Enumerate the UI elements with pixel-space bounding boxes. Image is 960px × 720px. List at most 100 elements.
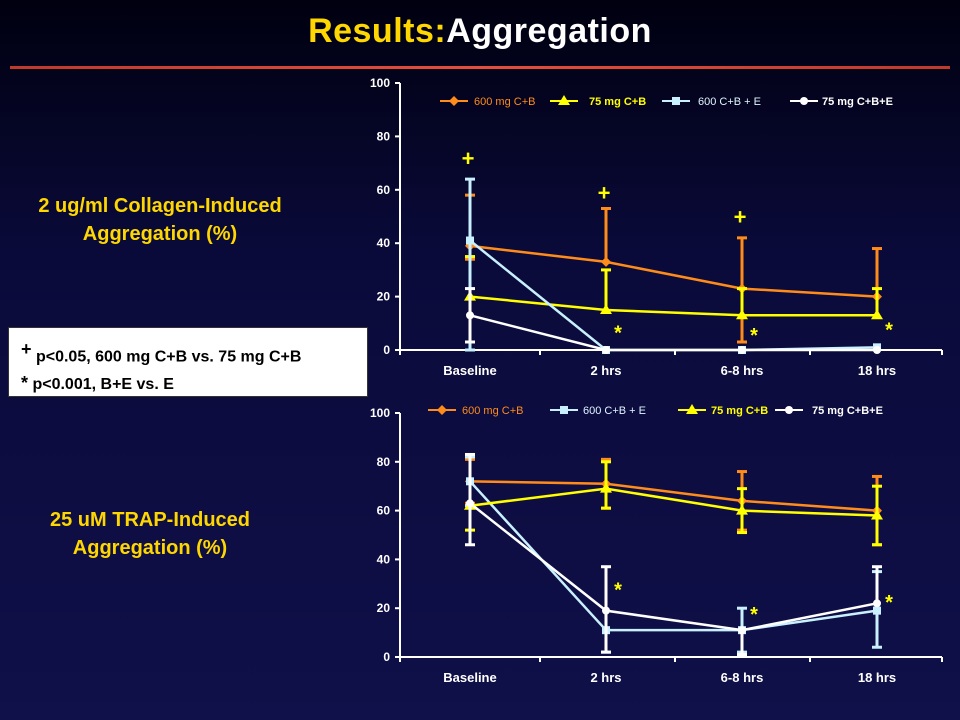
legend-label: 600 mg C+B xyxy=(462,405,523,417)
data-point xyxy=(602,606,610,615)
chart-2-series-2 xyxy=(465,455,882,654)
chart-2: 0 20 40 60 80 100 Baseline 2 hrs 6-8 hrs 18 hrs 60… xyxy=(370,404,943,685)
data-point xyxy=(873,346,881,354)
title-results: Results: xyxy=(308,12,447,50)
chart-2-y-tick-label: 80 xyxy=(377,455,391,469)
legend-label: 600 mg C+B xyxy=(474,96,535,108)
chart-2-y-tick-label: 40 xyxy=(377,552,391,566)
data-point xyxy=(466,499,474,508)
chart-2-y-tick-label: 100 xyxy=(370,406,390,420)
chart-2-legend: 600 mg C+B 600 C+B + E 75 mg C+B 75 mg C+B+… xyxy=(428,404,883,417)
trap-label-line1: 25 uM TRAP-Induced xyxy=(49,509,250,531)
collagen-label-line2: Aggregation (%) xyxy=(82,223,238,245)
chart-1-y-tick-label: 60 xyxy=(377,183,391,197)
significance-star: * xyxy=(885,592,893,614)
footnote-plus-mark: + xyxy=(21,339,32,359)
data-point xyxy=(738,626,746,635)
data-point xyxy=(601,256,611,267)
significance-star: * xyxy=(750,325,758,347)
legend-marker xyxy=(560,406,568,414)
chart-2-x-label: 6-8 hrs xyxy=(721,670,764,685)
chart-1-y-tick-label: 0 xyxy=(383,343,390,357)
page-title: Results:Aggregation xyxy=(0,12,960,51)
chart-1-series-3 xyxy=(465,177,881,354)
data-point xyxy=(602,346,610,354)
chart-2-y-tick-label: 60 xyxy=(377,504,391,518)
chart-1-legend: 600 mg C+B 75 mg C+B 600 C+B + E 75 mg C+B+… xyxy=(440,95,893,108)
legend-marker xyxy=(437,405,447,415)
chart-1: 0 20 40 60 80 100 Baseline 2 hrs 6-8 hrs 18 hrs 60… xyxy=(370,76,943,378)
legend-marker xyxy=(686,404,698,414)
chart-1-x-label: 2 hrs xyxy=(590,363,621,378)
chart-2-y-tick-label: 20 xyxy=(377,601,391,615)
chart-2-x-label: 18 hrs xyxy=(858,670,896,685)
series-line xyxy=(469,502,878,632)
chart-2-x-label: Baseline xyxy=(443,670,496,685)
series-line xyxy=(469,295,877,317)
legend-label: 75 mg C+B xyxy=(711,405,768,417)
chart-1-series-1 xyxy=(465,193,882,344)
legend-marker xyxy=(800,97,808,105)
series-line xyxy=(469,244,878,298)
chart-2-series-4 xyxy=(465,452,882,657)
chart-1-x-label: 6-8 hrs xyxy=(721,363,764,378)
significance-plus: + xyxy=(734,205,747,230)
significance-star: * xyxy=(750,604,758,626)
trap-label-line2: Aggregation (%) xyxy=(72,537,228,559)
series-line xyxy=(469,487,878,517)
series-line xyxy=(469,239,878,352)
footnote-star-mark: * xyxy=(21,373,29,394)
title-aggregation: Aggregation xyxy=(446,12,652,50)
data-point xyxy=(736,309,748,320)
chart-1-series-4 xyxy=(465,287,881,354)
legend-marker xyxy=(785,406,793,414)
chart-1-y-tick-label: 100 xyxy=(370,76,390,90)
footnote-plus-row: + p<0.05, 600 mg C+B vs. 75 mg C+B xyxy=(21,336,355,370)
data-point xyxy=(873,606,881,615)
data-point xyxy=(871,309,883,320)
legend-marker xyxy=(449,96,459,106)
legend-marker xyxy=(558,95,570,105)
footnote-star-row: * p<0.001, B+E vs. E xyxy=(21,370,355,398)
data-point xyxy=(466,236,474,245)
title-divider xyxy=(10,66,950,69)
series-line xyxy=(469,480,878,632)
chart-2-series-3 xyxy=(464,460,883,547)
chart-2-series-1 xyxy=(465,457,882,547)
data-point xyxy=(466,311,474,320)
legend-label: 600 C+B + E xyxy=(583,405,646,417)
data-point xyxy=(600,482,612,493)
chart-1-y-tick-label: 40 xyxy=(377,236,391,250)
legend-label: 75 mg C+B xyxy=(589,96,646,108)
data-point xyxy=(600,303,612,314)
significance-star: * xyxy=(885,320,893,342)
data-point xyxy=(736,504,748,515)
chart-1-x-label: 18 hrs xyxy=(858,363,896,378)
data-point xyxy=(871,509,883,520)
legend-label: 75 mg C+B+E xyxy=(822,96,893,108)
footnote-plus-text: p<0.05, 600 mg C+B vs. 75 mg C+B xyxy=(35,348,302,366)
significance-star: * xyxy=(614,322,622,344)
legend-marker xyxy=(672,97,680,105)
collagen-label: 2 ug/ml Collagen-Induced Aggregation (%) xyxy=(5,192,315,248)
chart-1-series-2 xyxy=(464,255,883,352)
significance-plus: + xyxy=(598,180,611,205)
legend-label: 75 mg C+B+E xyxy=(812,405,883,417)
chart-2-x-label: 2 hrs xyxy=(590,670,621,685)
significance-star: * xyxy=(614,580,622,602)
chart-2-y-tick-label: 0 xyxy=(383,650,390,664)
collagen-label-line1: 2 ug/ml Collagen-Induced xyxy=(38,195,282,217)
chart-1-y-tick-label: 20 xyxy=(377,290,391,304)
legend-label: 600 C+B + E xyxy=(698,96,761,108)
footnote-star-text: p<0.001, B+E vs. E xyxy=(32,376,174,394)
data-point xyxy=(738,346,746,354)
chart-1-y-tick-label: 80 xyxy=(377,129,391,143)
trap-label: 25 uM TRAP-Induced Aggregation (%) xyxy=(0,506,300,562)
chart-1-x-label: Baseline xyxy=(443,363,496,378)
series-line xyxy=(469,480,878,512)
data-point xyxy=(873,599,881,608)
series-line xyxy=(469,314,877,352)
significance-footnote: + p<0.05, 600 mg C+B vs. 75 mg C+B * p<0… xyxy=(8,327,368,397)
significance-plus: + xyxy=(462,146,475,171)
